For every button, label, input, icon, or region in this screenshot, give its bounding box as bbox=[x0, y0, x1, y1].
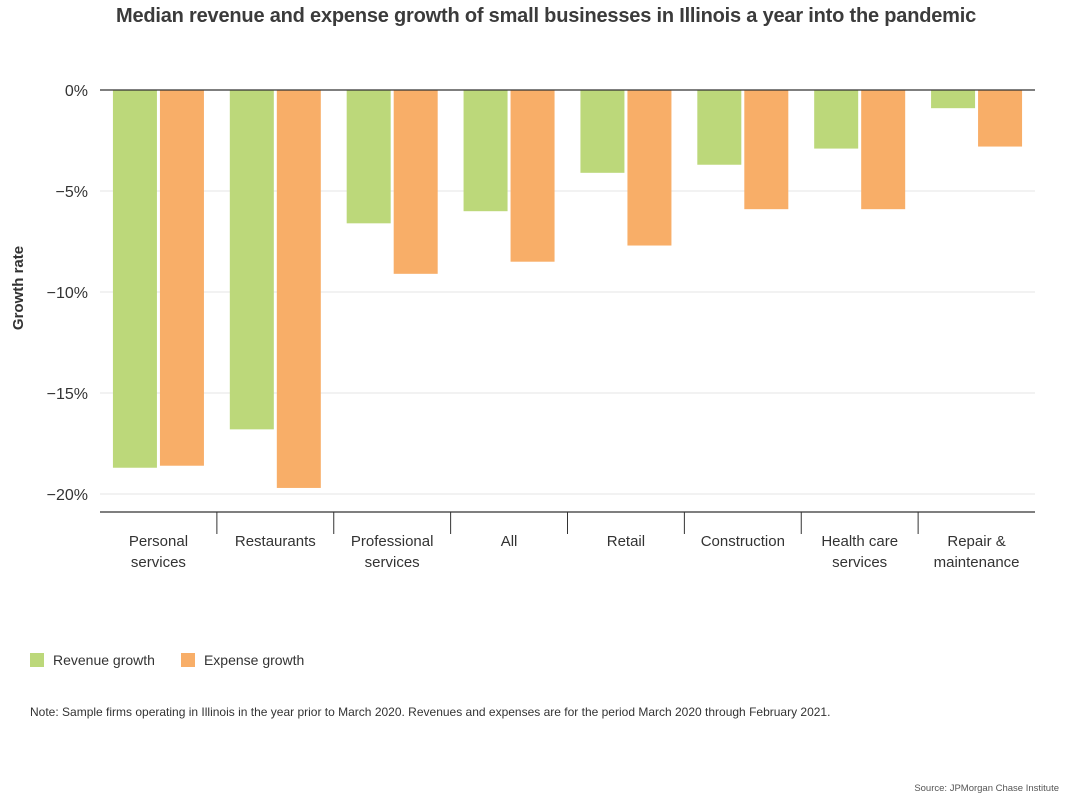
bar-revenue bbox=[814, 90, 859, 149]
bar-revenue bbox=[580, 90, 625, 173]
y-axis-label: Growth rate bbox=[10, 246, 27, 330]
bar-revenue bbox=[112, 90, 157, 468]
y-tick-label: 0% bbox=[65, 83, 88, 100]
chart-source: Source: JPMorgan Chase Institute bbox=[914, 783, 1059, 794]
bar-expense bbox=[276, 90, 321, 488]
legend-swatch-revenue bbox=[30, 653, 44, 667]
y-tick-label: −10% bbox=[47, 285, 88, 302]
bar-expense bbox=[978, 90, 1023, 147]
x-tick-label: Retail bbox=[607, 533, 645, 550]
bar-expense bbox=[744, 90, 789, 210]
x-tick-label: Health care services bbox=[821, 533, 898, 571]
x-tick-label: Repair & maintenance bbox=[934, 533, 1020, 571]
y-tick-label: −15% bbox=[47, 386, 88, 403]
bar-revenue bbox=[697, 90, 742, 165]
bar-expense bbox=[627, 90, 672, 246]
x-tick-label: Personal services bbox=[129, 533, 188, 571]
bar-expense bbox=[510, 90, 555, 262]
y-tick-label: −20% bbox=[47, 487, 88, 504]
x-tick-label: All bbox=[501, 533, 518, 550]
bar-revenue bbox=[346, 90, 391, 224]
legend-swatch-expense bbox=[180, 653, 195, 667]
bar-revenue bbox=[931, 90, 976, 109]
legend-item-revenue: Revenue growth bbox=[30, 652, 155, 668]
bar-expense bbox=[861, 90, 906, 210]
x-tick-label: Professional services bbox=[351, 533, 434, 571]
legend-item-expense: Expense growth bbox=[180, 652, 305, 668]
chart-title: Median revenue and expense growth of sma… bbox=[116, 5, 977, 27]
legend-label-expense: Expense growth bbox=[203, 652, 305, 668]
chart-note: Note: Sample firms operating in Illinois… bbox=[30, 705, 831, 719]
bar-revenue bbox=[229, 90, 274, 430]
bar-expense bbox=[393, 90, 438, 274]
bar-revenue bbox=[463, 90, 508, 212]
x-tick-label: Construction bbox=[701, 533, 785, 550]
bar-expense bbox=[159, 90, 204, 466]
y-tick-label: −5% bbox=[56, 184, 88, 201]
x-tick-label: Restaurants bbox=[235, 533, 316, 550]
legend: Revenue growth Expense growth bbox=[30, 652, 304, 668]
legend-label-revenue: Revenue growth bbox=[53, 652, 155, 668]
